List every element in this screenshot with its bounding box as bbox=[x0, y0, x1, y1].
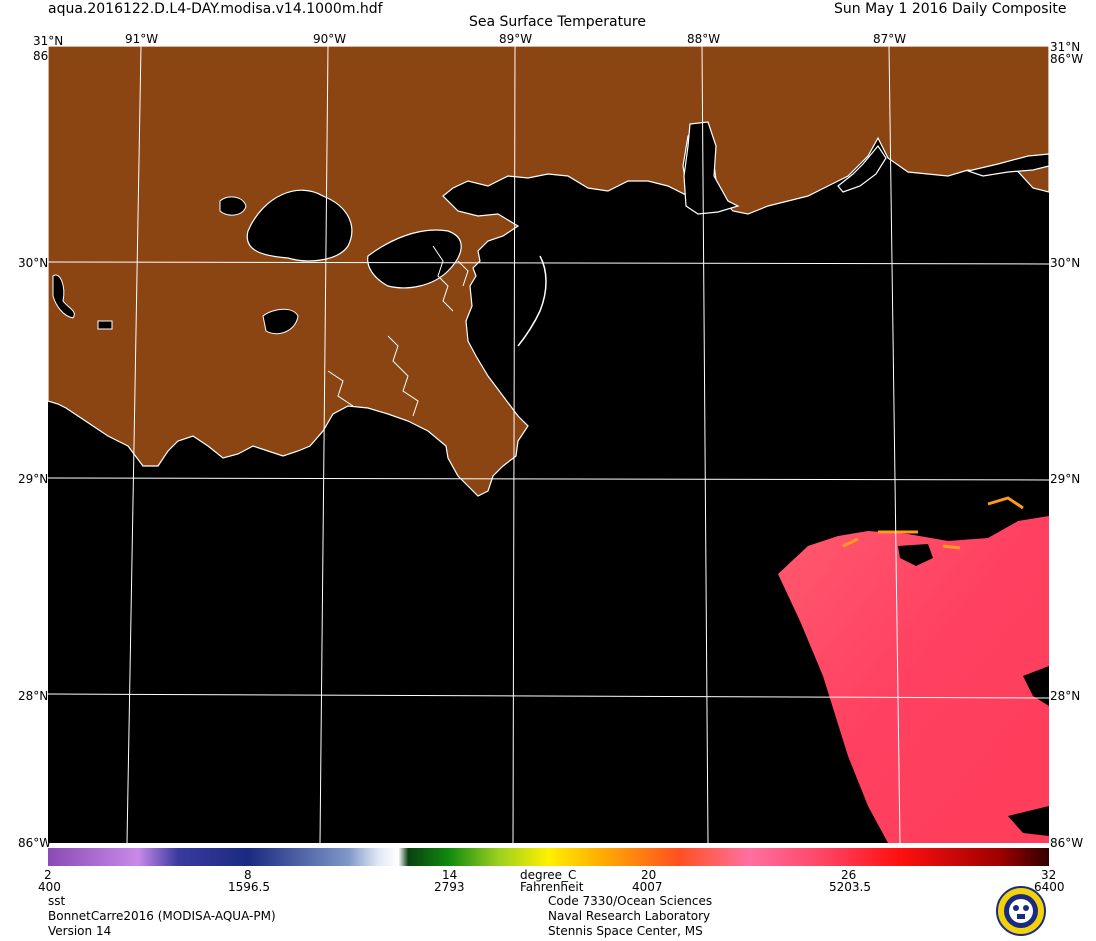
footer-region: BonnetCarre2016 (MODISA-AQUA-PM) bbox=[48, 909, 276, 923]
cbar-f-4007: 4007 bbox=[632, 880, 663, 894]
lat-label-30n-right: 30°N bbox=[1050, 256, 1081, 270]
lon-label-88w: 88°W bbox=[687, 32, 721, 46]
composite-date: Sun May 1 2016 Daily Composite bbox=[834, 1, 1067, 17]
lake-grand bbox=[97, 320, 113, 330]
cbar-f-2793: 2793 bbox=[434, 880, 465, 894]
cbar-f-5203: 5203.5 bbox=[829, 880, 871, 894]
lake-small-west bbox=[52, 274, 75, 319]
choctawhatchee-bay bbox=[965, 153, 1049, 177]
lake-salvador bbox=[262, 308, 299, 335]
lat-label-28n-left: 28°N bbox=[18, 689, 49, 703]
lake-maurepas bbox=[219, 196, 247, 216]
sst-warm-patch bbox=[778, 516, 1049, 843]
nrl-logo-icon bbox=[996, 886, 1046, 936]
sst-map bbox=[48, 46, 1049, 843]
lat-label-29n-left: 29°N bbox=[18, 472, 49, 486]
lon-label-89w: 89°W bbox=[499, 32, 533, 46]
footer-location: Stennis Space Center, MS bbox=[548, 924, 703, 938]
lon-label-91w: 91°W bbox=[125, 32, 159, 46]
footer-code: Code 7330/Ocean Sciences bbox=[548, 894, 713, 908]
colorbar bbox=[48, 848, 1049, 866]
cbar-c-20: 20 bbox=[641, 868, 657, 882]
cbar-c-8: 8 bbox=[244, 868, 252, 882]
cbar-c-14: 14 bbox=[442, 868, 458, 882]
land-mass bbox=[48, 46, 1049, 497]
sst-edge-orange bbox=[842, 496, 1024, 550]
cbar-c-26: 26 bbox=[841, 868, 857, 882]
lat-label-29n-right: 29°N bbox=[1050, 472, 1081, 486]
lat-label-30n-left: 30°N bbox=[18, 256, 49, 270]
cbar-f-1596: 1596.5 bbox=[228, 880, 270, 894]
cbar-f-400: 400 bbox=[38, 880, 61, 894]
footer-version: Version 14 bbox=[48, 924, 112, 938]
corner-lon-bottom-left: 86°W bbox=[18, 836, 52, 850]
graticule bbox=[48, 46, 1049, 843]
lat-label-28n-right: 28°N bbox=[1050, 689, 1081, 703]
corner-lat-top-right: 31°N bbox=[1050, 40, 1081, 54]
pensacola-bay bbox=[837, 144, 887, 193]
chandeleur-islands bbox=[517, 255, 547, 347]
corner-lon-bottom-right: 86°W bbox=[1050, 836, 1084, 850]
cbar-f-6400: 6400 bbox=[1034, 880, 1065, 894]
footer-lab: Naval Research Laboratory bbox=[548, 909, 711, 923]
cloud-gap-2 bbox=[1008, 806, 1049, 836]
lon-label-90w: 90°W bbox=[313, 32, 347, 46]
lon-label-87w: 87°W bbox=[873, 32, 907, 46]
file-name: aqua.2016122.D.L4-DAY.modisa.v14.1000m.h… bbox=[48, 1, 383, 17]
cloud-gap-3 bbox=[1023, 666, 1049, 706]
lake-borgne bbox=[367, 229, 462, 289]
colorbar-gradient bbox=[48, 848, 1049, 866]
footer-product: sst bbox=[48, 894, 66, 908]
map-title: Sea Surface Temperature bbox=[469, 14, 646, 30]
corner-lat-top-left: 31°N bbox=[33, 34, 64, 48]
cbar-c-2: 2 bbox=[44, 868, 52, 882]
cbar-unit-f: Fahrenheit bbox=[520, 880, 584, 894]
cbar-c-32: 32 bbox=[1041, 868, 1057, 882]
corner-lon-top-right: 86°W bbox=[1050, 52, 1084, 66]
cloud-gap-1 bbox=[898, 544, 933, 566]
mississippi-delta-detail bbox=[327, 245, 469, 417]
mobile-bay bbox=[683, 121, 740, 215]
cbar-unit-c: degree_C bbox=[520, 868, 577, 882]
